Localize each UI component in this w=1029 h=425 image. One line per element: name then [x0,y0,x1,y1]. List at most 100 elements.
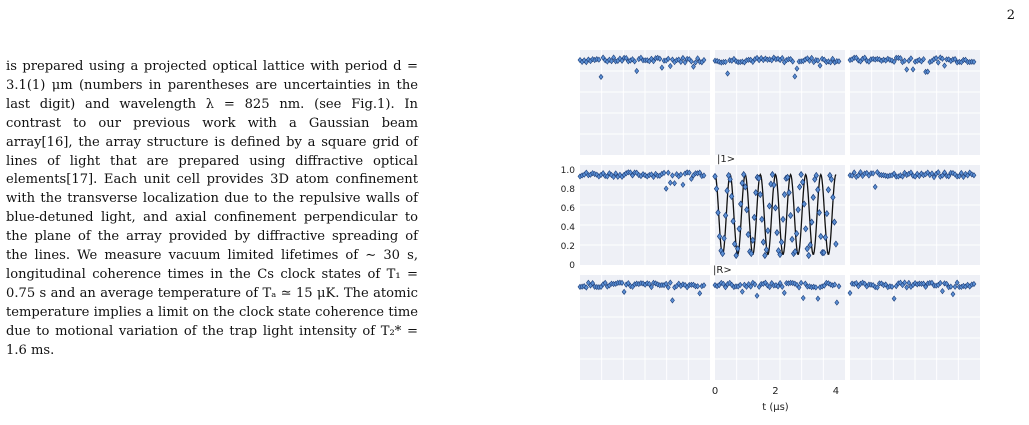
data-point [952,283,958,290]
data-point [910,66,916,73]
data-point [784,173,791,181]
data-point [646,280,652,288]
data-point [779,283,785,290]
data-point [815,295,821,302]
y-tick-label: 1.0 [561,166,576,176]
data-point [916,56,922,63]
data-point [825,186,832,194]
data-point [739,288,745,295]
data-point [793,229,800,238]
data-point [806,251,812,260]
data-point [877,56,882,63]
data-point [794,65,800,72]
data-point [623,54,629,62]
data-point [813,171,819,180]
data-point [609,58,614,65]
data-point [853,280,859,287]
data-point [767,283,773,291]
data-point [723,284,728,291]
data-point [781,289,787,296]
data-point [849,172,855,179]
data-point [940,288,945,295]
data-point [780,215,786,223]
data-point [813,284,819,291]
data-point [803,225,809,233]
data-point [809,54,815,62]
data-point [715,209,721,217]
data-point [602,57,608,64]
fit-line [714,172,837,255]
data-point [777,250,783,259]
data-point [598,73,604,80]
data-point [824,209,830,218]
figure-svg: 1.0 0.8 0.6 0.4 0.2 0 |1> |R> 0 2 4 t (μs) [561,50,980,413]
data-point [665,55,671,62]
data-point [971,280,977,288]
data-point [828,59,833,66]
data-point [874,284,880,291]
data-point [678,58,684,65]
data-point [862,54,868,61]
data-point [796,284,802,291]
data-point [856,172,861,179]
data-point [751,213,757,221]
data-point [830,55,836,62]
data-point [781,190,788,199]
data-point [810,193,816,201]
data-point [716,232,723,241]
data-point [653,170,659,178]
data-point [772,204,779,212]
data-point [795,206,801,214]
data-point [667,62,673,70]
y-tick-label: 0.8 [561,185,576,195]
data-point [732,240,738,248]
data-point [602,279,608,286]
data-point [940,172,945,179]
data-point [912,280,918,287]
data-point [728,192,735,201]
data-point [583,284,589,291]
data-point [736,225,742,233]
data-point [766,202,773,210]
data-point [670,172,675,179]
data-point [748,249,754,258]
data-point [807,241,813,249]
data-point [798,170,804,179]
data-point [902,279,908,286]
data-point [904,284,910,291]
data-point [590,280,595,287]
data-point [906,279,912,287]
data-point [686,169,692,176]
data-point [831,218,838,226]
data-point [836,283,842,290]
data-point [765,282,770,289]
data-point [688,58,694,65]
data-point [768,180,774,188]
data-point [661,169,667,176]
data-point [925,68,931,75]
data-point [754,292,760,299]
data-point [771,181,777,189]
data-point [739,179,745,187]
data-point [971,172,977,179]
data-point [667,279,673,286]
data-point [688,175,694,182]
data-point [733,251,739,260]
data-point [800,294,806,302]
data-point [821,249,827,257]
data-point [604,173,610,180]
data-point [670,297,675,304]
data-point [933,55,939,62]
data-point [954,279,960,286]
data-point [634,67,640,75]
data-point [828,175,835,183]
data-point [713,185,720,193]
data-point [822,233,828,241]
data-point [963,56,968,63]
data-point [721,280,726,288]
data-point [665,169,671,176]
data-point [735,245,741,253]
data-point [680,54,686,62]
x-tick-label: 0 [712,386,718,397]
data-point [832,281,838,288]
